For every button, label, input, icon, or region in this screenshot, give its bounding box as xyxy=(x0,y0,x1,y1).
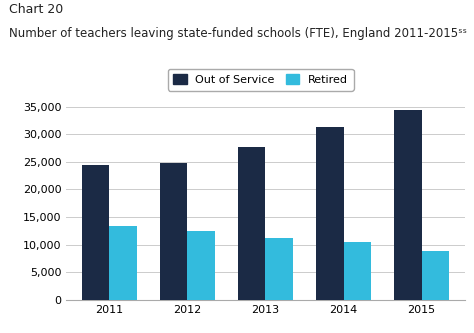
Text: Number of teachers leaving state-funded schools (FTE), England 2011-2015ˢˢ: Number of teachers leaving state-funded … xyxy=(9,27,467,40)
Bar xyxy=(238,147,265,300)
Legend: Out of Service, Retired: Out of Service, Retired xyxy=(168,69,354,91)
Bar xyxy=(344,242,371,300)
Bar xyxy=(265,238,293,300)
Bar xyxy=(316,127,344,300)
Bar xyxy=(82,165,109,300)
Text: Chart 20: Chart 20 xyxy=(9,3,64,16)
Bar xyxy=(160,164,187,300)
Bar xyxy=(421,251,449,300)
Bar xyxy=(394,111,421,300)
Bar xyxy=(187,231,215,300)
Bar xyxy=(109,226,137,300)
